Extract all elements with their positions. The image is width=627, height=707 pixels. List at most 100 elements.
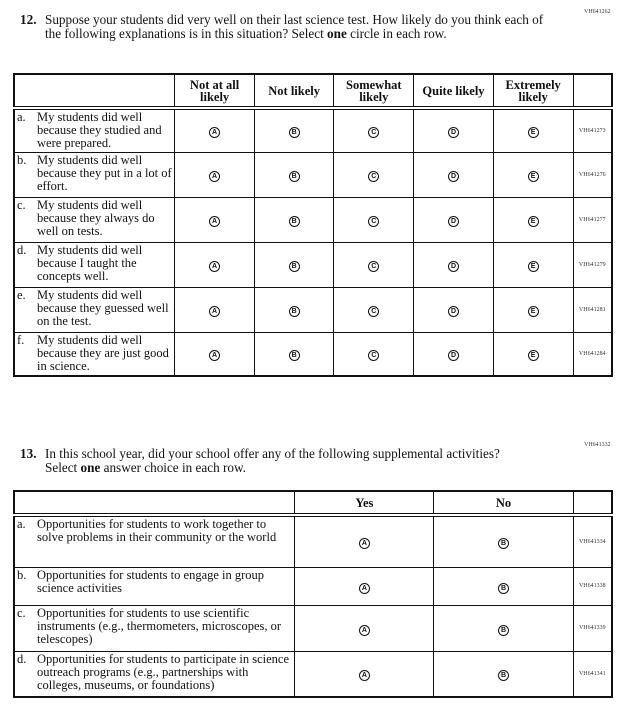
answer-cell: A [174, 107, 255, 153]
answer-cell: A [294, 650, 435, 698]
answer-bubble-d[interactable]: D [447, 261, 459, 272]
table-row: a. Opportunities for students to work tog… [13, 514, 613, 568]
answer-bubble-a[interactable]: A [209, 261, 221, 272]
answer-bubble-e[interactable]: E [527, 171, 539, 182]
row-text: Opportunities for students to work toget… [37, 517, 277, 544]
row-text: My students did well because they always… [37, 197, 155, 238]
answer-bubble-b[interactable]: B [288, 306, 300, 317]
q13-table: Yes No a. Opportunities for students to wo… [13, 490, 613, 698]
header-blank [572, 490, 613, 516]
answer-bubble-e[interactable]: E [527, 127, 539, 139]
row-letter: c. [17, 605, 26, 620]
table-row: c. Opportunities for students to use scie… [13, 604, 613, 652]
column-header: Not likely [253, 73, 335, 109]
answer-cell: E [492, 151, 574, 198]
table-row: c. My students did well because they alwa… [13, 196, 613, 243]
row-label: f. My students did well because they are … [13, 331, 176, 377]
answer-bubble-e[interactable]: E [527, 350, 539, 362]
table-row: b. My students did well because they put … [13, 151, 613, 198]
answer-bubble-a[interactable]: A [209, 127, 221, 139]
row-label: a. Opportunities for students to work tog… [13, 514, 296, 568]
answer-bubble-b[interactable]: B [288, 216, 300, 227]
answer-bubble-c[interactable]: C [368, 171, 380, 182]
answer-bubble-a[interactable]: A [358, 624, 370, 636]
answer-bubble-a[interactable]: A [358, 582, 370, 594]
row-label: c. Opportunities for students to use scie… [13, 604, 296, 652]
row-label: c. My students did well because they alwa… [13, 196, 176, 243]
answer-bubble-c[interactable]: C [368, 306, 380, 317]
column-header: No [433, 490, 574, 516]
q13-code: VH641332 [584, 442, 611, 448]
answer-cell: C [333, 107, 415, 153]
q12-prompt: 12. Suppose your students did very well … [20, 13, 550, 58]
answer-cell: E [492, 107, 574, 153]
answer-bubble-c[interactable]: C [368, 127, 380, 139]
answer-cell: B [433, 650, 574, 698]
item-code: VH641284 [572, 331, 613, 377]
answer-cell: D [413, 241, 494, 288]
item-code: VH641338 [572, 566, 613, 606]
column-header: Extremely likely [492, 73, 574, 109]
row-label: b. My students did well because they put … [13, 151, 176, 198]
answer-bubble-e[interactable]: E [527, 216, 539, 227]
answer-bubble-b[interactable]: B [288, 171, 300, 182]
answer-bubble-d[interactable]: D [447, 306, 459, 317]
answer-cell: B [433, 514, 574, 568]
answer-cell: A [294, 604, 435, 652]
answer-cell: B [253, 286, 335, 333]
item-code: VH641273 [572, 107, 613, 153]
answer-cell: B [253, 151, 335, 198]
answer-bubble-b[interactable]: B [288, 127, 300, 139]
answer-bubble-a[interactable]: A [358, 670, 370, 682]
answer-bubble-b[interactable]: B [498, 624, 509, 636]
answer-bubble-a[interactable]: A [358, 538, 370, 550]
item-code: VH641276 [572, 151, 613, 198]
row-label: a. My students did well because they stud… [13, 107, 176, 153]
q12-table: Not at all likely Not likely Somewhat like… [13, 73, 613, 377]
answer-bubble-c[interactable]: C [368, 261, 380, 272]
table-row: e. My students did well because they gues… [13, 286, 613, 333]
answer-bubble-b[interactable]: B [288, 350, 300, 362]
answer-bubble-a[interactable]: A [209, 216, 221, 227]
answer-bubble-d[interactable]: D [447, 350, 459, 362]
answer-bubble-c[interactable]: C [368, 216, 380, 227]
table-row: f. My students did well because they are … [13, 331, 613, 377]
row-letter: d. [17, 651, 27, 666]
q12-number: 12. [20, 12, 37, 27]
item-code: VH641339 [572, 604, 613, 652]
answer-bubble-d[interactable]: D [447, 127, 459, 139]
row-text: My students did well because they studie… [37, 110, 162, 150]
answer-bubble-b[interactable]: B [498, 582, 509, 594]
answer-cell: E [492, 196, 574, 243]
answer-bubble-b[interactable]: B [288, 261, 300, 272]
answer-cell: D [413, 107, 494, 153]
q13-text: In this school year, did your school off… [45, 446, 500, 475]
item-code: VH641277 [572, 196, 613, 243]
answer-cell: A [174, 241, 255, 288]
answer-cell: C [333, 286, 415, 333]
answer-cell: B [253, 331, 335, 377]
answer-bubble-a[interactable]: A [209, 306, 221, 317]
row-letter: e. [17, 287, 26, 302]
header-blank [13, 73, 176, 109]
answer-bubble-a[interactable]: A [209, 171, 221, 182]
answer-bubble-d[interactable]: D [447, 216, 459, 227]
answer-bubble-e[interactable]: E [527, 306, 539, 317]
item-code: VH641334 [572, 514, 613, 568]
answer-cell: B [253, 196, 335, 243]
answer-bubble-e[interactable]: E [527, 261, 539, 272]
answer-bubble-b[interactable]: B [498, 670, 509, 682]
row-label: d. My students did well because I taught … [13, 241, 176, 288]
table-row: a. My students did well because they stud… [13, 107, 613, 153]
answer-cell: C [333, 196, 415, 243]
row-letter: d. [17, 242, 27, 257]
answer-bubble-d[interactable]: D [447, 171, 459, 182]
answer-bubble-b[interactable]: B [498, 538, 509, 550]
answer-cell: A [294, 514, 435, 568]
header-blank [13, 490, 296, 516]
answer-bubble-a[interactable]: A [209, 350, 221, 362]
item-code: VH641281 [572, 286, 613, 333]
table-row: b. Opportunities for students to engage i… [13, 566, 613, 606]
header-blank [572, 73, 613, 109]
answer-bubble-c[interactable]: C [368, 350, 380, 362]
